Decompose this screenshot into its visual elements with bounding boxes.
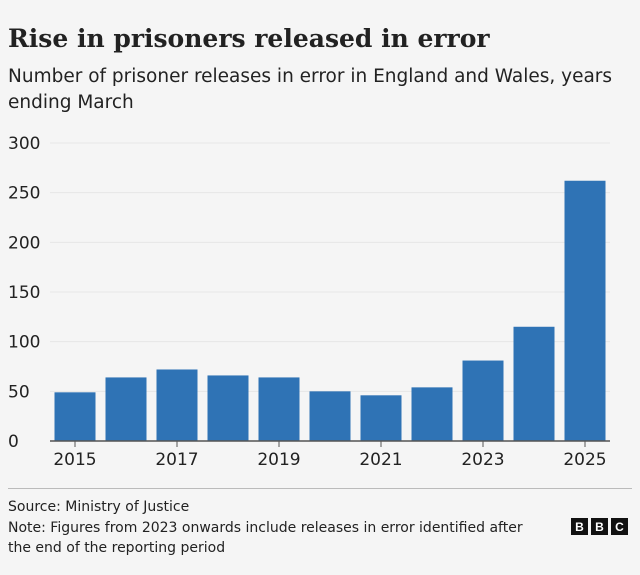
x-tick-label: 2017 (155, 450, 198, 470)
bar-2016 (105, 377, 147, 441)
bar-2024 (513, 326, 555, 441)
source-text: Source: Ministry of Justice (8, 499, 190, 515)
bar-2015 (54, 392, 96, 441)
bar-2020 (309, 391, 351, 441)
chart-subtitle: Number of prisoner releases in error in … (8, 66, 613, 113)
x-tick-label: 2023 (461, 450, 504, 470)
chart-title: Rise in prisoners released in error (8, 24, 490, 53)
bar-2023 (462, 360, 504, 441)
y-tick-label: 100 (8, 333, 40, 353)
bar-2025 (564, 180, 606, 441)
bar-chart: 0 50 100 150 200 250 300 2015 2017 2019 2021 2023 20… (8, 134, 610, 470)
bar-2018 (207, 375, 249, 441)
y-tick-label: 300 (8, 134, 40, 154)
note-text: Note: Figures from 2023 onwards include … (8, 520, 523, 556)
bar-2022 (411, 387, 453, 441)
y-tick-label: 200 (8, 233, 40, 253)
y-tick-label: 150 (8, 283, 40, 303)
bar-2021 (360, 395, 402, 441)
x-tick-label: 2019 (257, 450, 300, 470)
x-tick-label: 2025 (563, 450, 606, 470)
x-tick-label: 2021 (359, 450, 402, 470)
bar-2019 (258, 377, 300, 441)
bar-2017 (156, 369, 198, 441)
x-tick-label: 2015 (53, 450, 96, 470)
footer-divider (8, 488, 632, 489)
y-tick-label: 250 (8, 184, 40, 204)
y-tick-label: 0 (8, 432, 19, 452)
y-tick-label: 50 (8, 382, 30, 402)
